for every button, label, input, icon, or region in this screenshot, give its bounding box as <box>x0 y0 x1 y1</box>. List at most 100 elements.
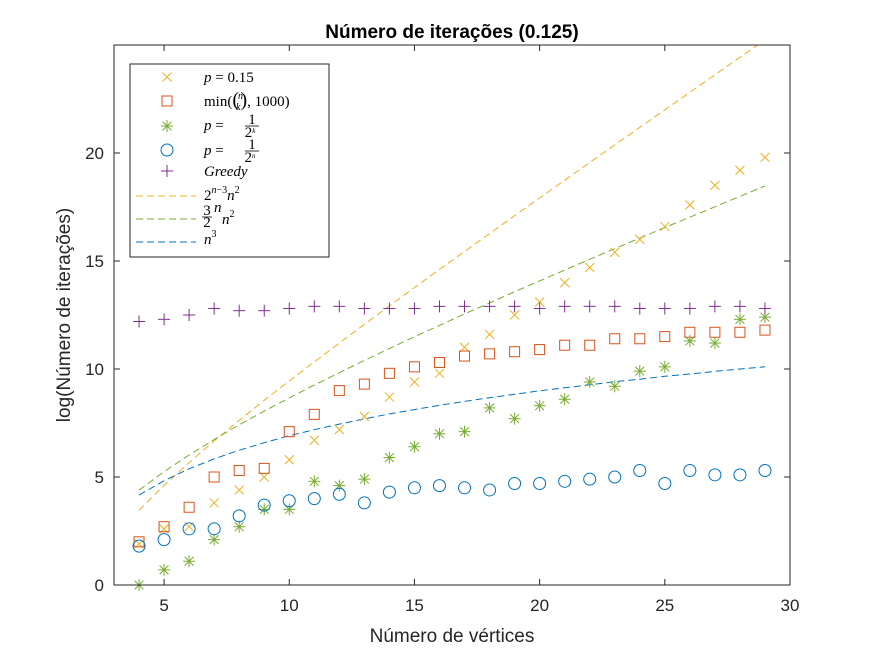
data-point-p-1-2-n-7 <box>307 492 321 506</box>
data-point-p-1-2-n-19 <box>608 470 622 484</box>
data-point-p-0-15-22 <box>684 199 695 210</box>
data-point-min-c-n-k-1000-5 <box>258 462 270 474</box>
data-point-p-1-2-k-14 <box>483 401 496 414</box>
data-point-p-0-15-15 <box>509 310 520 320</box>
data-point-p-0-15-11 <box>409 377 420 387</box>
legend-symbol-p-0-15 <box>162 72 172 82</box>
data-point-greedy-8 <box>333 300 346 313</box>
data-point-p-1-2-n-0 <box>132 539 146 553</box>
data-point-p-1-2-k-20 <box>633 365 646 378</box>
data-point-min-c-n-k-1000-1 <box>158 521 170 533</box>
data-point-p-1-2-n-8 <box>332 487 346 501</box>
data-point-greedy-17 <box>558 300 571 313</box>
legend-symbols <box>136 72 196 243</box>
data-point-p-1-2-n-4 <box>232 509 246 523</box>
data-point-min-c-n-k-1000-11 <box>408 361 420 373</box>
data-point-greedy-12 <box>433 300 446 313</box>
x-tick-label: 10 <box>280 596 299 615</box>
data-point-p-1-2-n-21 <box>658 476 672 490</box>
data-point-p-0-15-13 <box>459 342 470 353</box>
x-tick-label: 25 <box>655 596 674 615</box>
svg-text:p =: p = <box>203 143 224 159</box>
legend-label-greedy: Greedy <box>204 164 248 180</box>
data-point-min-c-n-k-1000-18 <box>584 339 596 351</box>
data-point-p-1-2-k-21 <box>658 360 671 373</box>
data-point-greedy-1 <box>158 313 171 326</box>
data-point-greedy-10 <box>383 302 396 315</box>
data-point-min-c-n-k-1000-2 <box>183 501 195 513</box>
x-tick-label: 30 <box>781 596 800 615</box>
data-point-min-c-n-k-1000-21 <box>659 331 671 343</box>
data-point-p-0-15-19 <box>609 247 620 258</box>
data-point-greedy-9 <box>358 302 371 315</box>
svg-text:p =: p = <box>203 118 224 134</box>
data-point-p-1-2-n-5 <box>257 498 271 512</box>
data-point-greedy-21 <box>658 302 671 315</box>
series-line-3-2-n-n-2 <box>138 185 766 491</box>
data-point-p-0-15-24 <box>735 165 745 176</box>
data-point-p-1-2-k-1 <box>158 563 171 576</box>
data-point-min-c-n-k-1000-24 <box>734 326 746 338</box>
data-point-greedy-3 <box>208 302 221 315</box>
data-point-min-c-n-k-1000-8 <box>333 385 345 397</box>
data-point-p-1-2-n-13 <box>458 481 472 495</box>
data-point-greedy-24 <box>733 300 746 313</box>
data-point-p-0-15-20 <box>634 234 645 245</box>
data-point-p-1-2-n-9 <box>357 496 371 510</box>
x-tick-label: 15 <box>405 596 424 615</box>
data-point-p-1-2-k-23 <box>708 337 721 350</box>
y-tick-label: 15 <box>85 252 104 271</box>
data-point-greedy-19 <box>608 300 621 313</box>
markers-layer <box>132 152 772 591</box>
data-point-p-0-15-3 <box>209 498 220 508</box>
data-point-min-c-n-k-1000-10 <box>383 367 395 379</box>
data-point-greedy-5 <box>258 304 271 317</box>
svg-text:2k: 2k <box>245 125 257 141</box>
data-point-p-1-2-n-22 <box>683 464 697 478</box>
data-point-p-0-15-9 <box>359 411 370 422</box>
svg-text:3: 3 <box>203 203 211 219</box>
data-point-min-c-n-k-1000-17 <box>559 339 571 351</box>
data-point-p-1-2-k-4 <box>233 520 246 533</box>
fit-lines-layer <box>138 45 766 511</box>
data-point-min-c-n-k-1000-23 <box>709 326 721 338</box>
svg-text:n2: n2 <box>222 209 235 228</box>
data-point-min-c-n-k-1000-16 <box>534 344 546 356</box>
data-point-p-1-2-k-10 <box>383 451 396 464</box>
y-tick-label: 20 <box>85 144 104 163</box>
data-point-p-1-2-k-17 <box>558 393 571 406</box>
data-point-p-1-2-n-23 <box>708 468 722 482</box>
data-point-p-0-15-14 <box>484 329 495 340</box>
x-tick-label: 20 <box>530 596 549 615</box>
svg-text:1: 1 <box>248 137 256 153</box>
data-point-p-1-2-n-15 <box>508 476 522 490</box>
data-point-p-0-15-6 <box>284 454 295 465</box>
data-point-p-0-15-5 <box>259 472 270 482</box>
data-point-p-1-2-k-7 <box>308 475 321 488</box>
series-line-2-n-3-n-2 <box>138 45 759 511</box>
data-point-min-c-n-k-1000-4 <box>233 465 245 477</box>
data-point-min-c-n-k-1000-19 <box>609 333 621 345</box>
data-point-p-1-2-k-12 <box>433 427 446 440</box>
data-point-p-1-2-n-12 <box>432 479 446 493</box>
y-tick-label: 10 <box>85 360 104 379</box>
data-point-min-c-n-k-1000-25 <box>759 324 771 336</box>
svg-text:1: 1 <box>248 112 256 128</box>
data-point-p-1-2-k-19 <box>608 380 621 393</box>
legend-symbol-min-c-n-k-1000 <box>161 95 173 107</box>
data-point-p-1-2-n-16 <box>533 476 547 490</box>
data-point-p-0-15-17 <box>559 277 570 288</box>
data-point-p-1-2-k-16 <box>533 399 546 412</box>
data-point-p-1-2-n-14 <box>483 483 497 497</box>
data-point-greedy-18 <box>583 300 596 313</box>
data-point-min-c-n-k-1000-15 <box>509 346 521 358</box>
legend: p = 0.15 min((n k), 1000) p = 1 2k p = 1 … <box>129 63 330 258</box>
data-point-min-c-n-k-1000-7 <box>308 408 320 420</box>
ticks-layer: 5 10 15 20 25 30 0 5 10 15 20 <box>85 45 799 615</box>
data-point-p-1-2-n-6 <box>282 494 296 508</box>
data-point-p-0-15-21 <box>659 221 670 232</box>
legend-label-p-inv-2k: p = 1 2k <box>203 112 259 141</box>
legend-label-p-015: p = 0.15 <box>203 70 254 86</box>
data-point-p-0-15-16 <box>534 297 545 307</box>
data-point-min-c-n-k-1000-9 <box>358 378 370 390</box>
